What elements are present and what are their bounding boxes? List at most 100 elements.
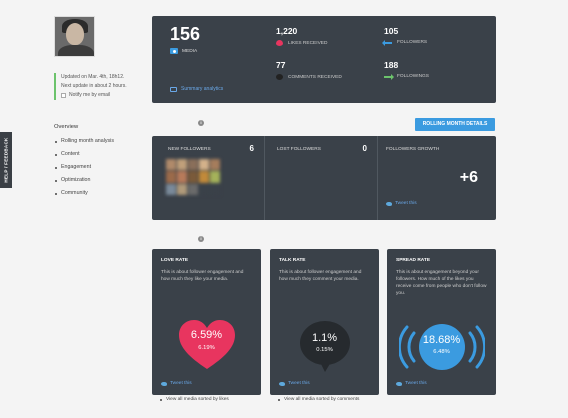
summary-analytics-link[interactable]: Summary analytics <box>170 86 223 92</box>
tweet-love-link[interactable]: Tweet this <box>161 381 192 386</box>
heart-icon <box>276 40 283 46</box>
notify-option[interactable]: Notify me by email <box>61 91 144 100</box>
view-by-likes-label: View all media sorted by likes <box>166 397 229 402</box>
followings-label: FOLLOWINGS <box>397 74 429 79</box>
summary-analytics-label: Summary analytics <box>181 86 224 92</box>
broadcast-icon <box>397 324 486 370</box>
followers-growth-label: FOLLOWERS GROWTH <box>386 147 440 152</box>
nav-item-overview[interactable]: Overview <box>54 124 79 130</box>
bullet-icon <box>55 192 57 195</box>
love-rate-panel: LOVE RATE This is about follower engagem… <box>152 249 261 395</box>
broadcast-shape: 18.68% 6.48% <box>397 319 486 375</box>
followings-stat: 188 FOLLOWINGS <box>384 60 429 80</box>
comments-stat: 77 COMMENTS RECEIVED <box>276 60 342 80</box>
followers-count: 105 <box>384 26 399 36</box>
nav-item-label: Engagement <box>61 164 92 170</box>
view-by-likes-link[interactable]: View all media sorted by likes <box>160 397 229 402</box>
nav-item-label: Community <box>61 190 88 196</box>
media-label-row: MEDIA <box>170 48 197 54</box>
new-followers-column: NEW FOLLOWERS 6 <box>152 136 264 220</box>
nav-item-label: Content <box>61 151 80 157</box>
talk-rate-description: This is about follower engagement and ho… <box>279 270 362 282</box>
followings-count: 188 <box>384 60 399 70</box>
talk-rate-value: 1.1% <box>311 332 338 344</box>
nav-item-rolling-month[interactable]: Rolling month analysis <box>55 135 114 148</box>
tweet-label: Tweet this <box>288 381 310 386</box>
spread-rate-panel: SPREAD RATE This is about engagement bey… <box>387 249 496 395</box>
tweet-growth-link[interactable]: Tweet this <box>386 201 417 206</box>
help-feedback-tab[interactable]: HELP / FEEDBACK <box>0 132 12 188</box>
talk-rate-panel: TALK RATE This is about follower engagem… <box>270 249 379 395</box>
bullet-icon <box>160 398 162 401</box>
twitter-bird-icon <box>386 201 392 206</box>
bullet-icon <box>55 179 57 182</box>
love-rate-sub-value: 6.19% <box>198 345 215 351</box>
lost-followers-label: LOST FOLLOWERS <box>277 147 321 152</box>
tweet-spread-link[interactable]: Tweet this <box>396 381 427 386</box>
talk-rate-title: TALK RATE <box>279 258 306 263</box>
lost-followers-count: 0 <box>362 144 367 153</box>
nav-item-engagement[interactable]: Engagement <box>55 161 114 174</box>
lost-followers-column: LOST FOLLOWERS 0 <box>264 136 377 220</box>
speech-bubble-icon <box>299 321 350 372</box>
twitter-bird-icon <box>396 381 402 386</box>
spread-rate-description: This is about engagement beyond your fol… <box>396 270 487 296</box>
next-update-text: Next update in about 2 hours. <box>61 82 127 89</box>
spread-rate-sub-value: 6.48% <box>433 349 450 355</box>
nav-item-content[interactable]: Content <box>55 148 114 161</box>
twitter-bird-icon <box>279 381 285 386</box>
followers-growth-column: FOLLOWERS GROWTH +6 Tweet this <box>377 136 496 220</box>
bullet-icon <box>55 166 57 169</box>
arrow-right-icon <box>384 73 394 80</box>
avatar[interactable] <box>54 16 95 57</box>
view-by-comments-label: View all media sorted by comments <box>284 397 360 402</box>
likes-label: LIKES RECEIVED <box>288 40 328 46</box>
monitor-icon <box>170 86 177 92</box>
new-followers-count: 6 <box>249 144 254 153</box>
nav-item-optimization[interactable]: Optimization <box>55 174 114 187</box>
likes-stat: 1,220 LIKES RECEIVED <box>276 26 327 46</box>
new-followers-avatars <box>166 159 220 195</box>
spread-rate-value: 18.68% <box>422 334 461 346</box>
media-label: MEDIA <box>182 48 198 54</box>
likes-count: 1,220 <box>276 26 298 36</box>
love-rate-title: LOVE RATE <box>161 258 189 263</box>
talk-rate-sub-value: 0.15% <box>316 347 333 353</box>
rolling-month-details-button[interactable]: ROLLING MONTH DETAILS <box>415 118 495 131</box>
bullet-icon <box>55 153 57 156</box>
nav-item-community[interactable]: Community <box>55 187 114 200</box>
followers-growth-value: +6 <box>459 169 478 186</box>
info-icon[interactable]: i <box>198 120 204 126</box>
new-followers-label: NEW FOLLOWERS <box>168 147 211 152</box>
view-by-comments-link[interactable]: View all media sorted by comments <box>278 397 359 402</box>
info-icon[interactable]: i <box>198 236 204 242</box>
sidebar-nav: Overview Rolling month analysis Content … <box>54 124 114 200</box>
nav-item-label: Optimization <box>61 177 91 183</box>
nav-item-label: Rolling month analysis <box>61 138 114 144</box>
love-rate-description: This is about follower engagement and ho… <box>161 270 244 282</box>
media-count: 156 <box>170 24 201 44</box>
speech-bubble-icon <box>276 74 283 80</box>
love-rate-value: 6.59% <box>190 329 223 341</box>
comments-count: 77 <box>276 60 286 70</box>
twitter-bird-icon <box>161 381 167 386</box>
arrow-left-icon <box>382 39 392 46</box>
followers-stat: 105 FOLLOWERS <box>382 26 428 46</box>
update-time-text: Updated on Mar. 4th, 18h12. <box>61 74 125 80</box>
bullet-icon <box>55 140 57 143</box>
tweet-label: Tweet this <box>170 381 192 386</box>
comments-label: COMMENTS RECEIVED <box>288 74 342 80</box>
tweet-label: Tweet this <box>395 201 417 206</box>
heart-icon <box>178 320 235 369</box>
tweet-talk-link[interactable]: Tweet this <box>279 381 310 386</box>
camera-icon <box>170 48 178 54</box>
notify-checkbox[interactable] <box>61 92 66 98</box>
followers-panel: NEW FOLLOWERS 6 LOST FOLLOWERS 0 FOLLOWE… <box>152 136 496 220</box>
bullet-icon <box>278 398 280 401</box>
tweet-label: Tweet this <box>405 381 427 386</box>
notify-label: Notify me by email <box>69 92 111 98</box>
help-feedback-label: HELP / FEEDBACK <box>3 137 9 183</box>
followers-label: FOLLOWERS <box>397 40 428 45</box>
update-status-box: Updated on Mar. 4th, 18h12. Next update … <box>54 73 144 100</box>
heart-shape: 6.59% 6.19% <box>177 319 237 371</box>
